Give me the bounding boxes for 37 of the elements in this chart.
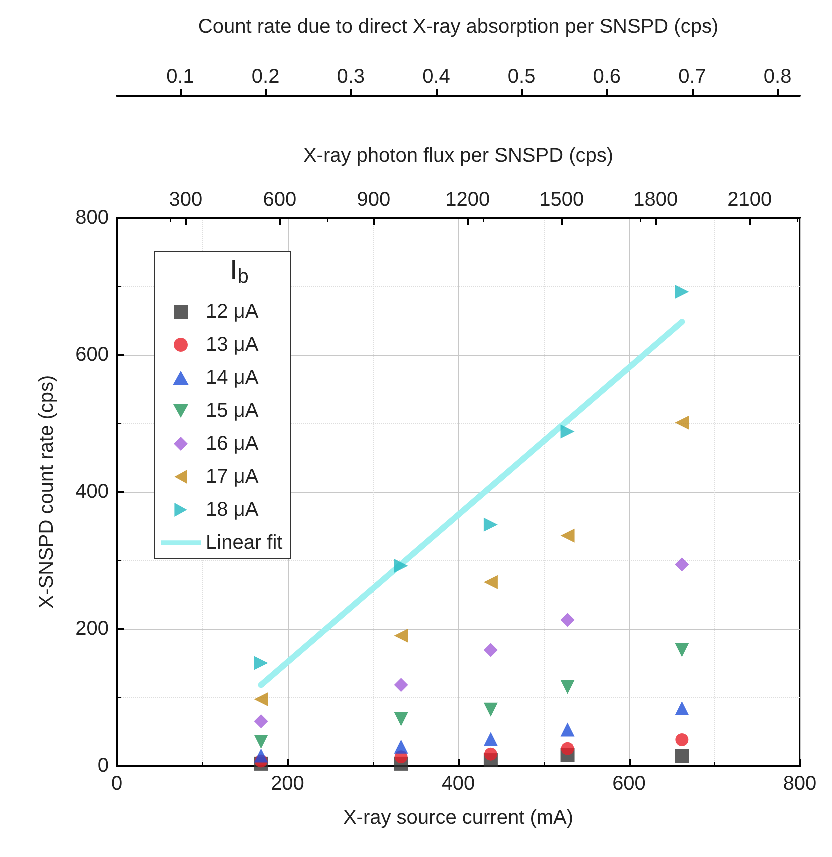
text: 0.7 bbox=[678, 66, 706, 88]
y-tick-label: 800 bbox=[76, 207, 109, 229]
x-tick-label: 600 bbox=[612, 773, 646, 795]
text: 0.1 bbox=[166, 66, 194, 88]
legend-label: 16 μA bbox=[206, 433, 260, 455]
x2-tick-label: 1200 bbox=[446, 189, 490, 211]
legend-label: 13 μA bbox=[206, 334, 260, 356]
text: 0.8 bbox=[764, 66, 792, 88]
y-tick-label: 0 bbox=[98, 755, 109, 777]
y-tick-label: 600 bbox=[76, 344, 109, 366]
x-tick-label: 0 bbox=[111, 773, 123, 795]
x2-tick-label: 600 bbox=[263, 189, 297, 211]
text: 0.4 bbox=[422, 66, 450, 88]
text: 0.5 bbox=[508, 66, 536, 88]
text: Count rate due to direct X-ray absorption per SNSPD (cps) bbox=[198, 16, 719, 38]
text: 0.3 bbox=[337, 66, 366, 88]
legend-label: 12 μA bbox=[206, 301, 260, 323]
x2-tick-label: 1500 bbox=[540, 189, 584, 211]
y-axis-title: X-SNSPD count rate (cps) bbox=[36, 375, 58, 609]
y-tick-label: 200 bbox=[76, 618, 109, 640]
legend-label: 17 μA bbox=[206, 466, 260, 488]
x-tick-label: 800 bbox=[783, 773, 817, 795]
x2-tick-label: 1800 bbox=[634, 189, 678, 211]
text: 0.6 bbox=[593, 66, 622, 88]
y-tick-label: 400 bbox=[76, 481, 109, 503]
x-axis-title: X-ray source current (mA) bbox=[343, 807, 574, 829]
legend-label: Linear fit bbox=[206, 532, 284, 554]
x2-tick-label: 900 bbox=[357, 189, 391, 211]
legend-label: 15 μA bbox=[206, 400, 260, 422]
x-tick-label: 200 bbox=[271, 773, 304, 795]
text: 0.2 bbox=[252, 66, 280, 88]
x2-tick-label: 300 bbox=[169, 189, 203, 211]
x2-tick-label: 2100 bbox=[728, 189, 772, 211]
legend-label: 14 μA bbox=[206, 367, 260, 389]
legend-label: 18 μA bbox=[206, 499, 260, 521]
x-tick-label: 400 bbox=[442, 773, 476, 795]
x2-axis-title: X-ray photon flux per SNSPD (cps) bbox=[303, 145, 614, 167]
